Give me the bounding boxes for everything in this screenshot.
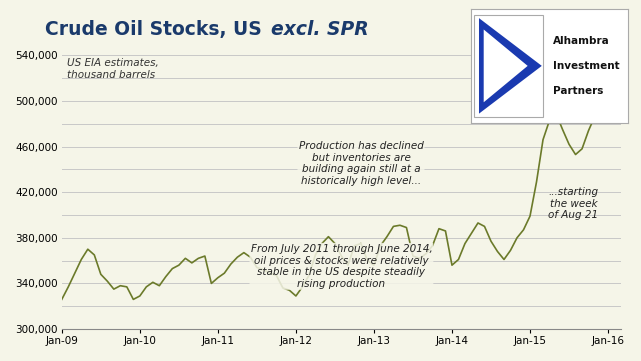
Polygon shape <box>479 18 542 114</box>
Text: Crude Oil Stocks, US: Crude Oil Stocks, US <box>45 20 268 39</box>
Text: US EIA estimates,
thousand barrels: US EIA estimates, thousand barrels <box>67 58 159 80</box>
Text: Alhambra: Alhambra <box>553 36 610 46</box>
Bar <box>474 15 544 117</box>
Text: new hi for
inventory: new hi for inventory <box>559 99 611 120</box>
Text: Investment: Investment <box>553 61 619 71</box>
Text: Production has declined
but inventories are
building again still at a
historical: Production has declined but inventories … <box>299 141 424 186</box>
Text: Partners: Partners <box>553 86 603 96</box>
Text: ...starting
the week
of Aug 21: ...starting the week of Aug 21 <box>549 187 599 220</box>
Text: From July 2011 through June 2014,
oil prices & stocks were relatively
stable in : From July 2011 through June 2014, oil pr… <box>251 244 432 289</box>
Polygon shape <box>484 30 528 102</box>
Text: excl. SPR: excl. SPR <box>271 20 368 39</box>
